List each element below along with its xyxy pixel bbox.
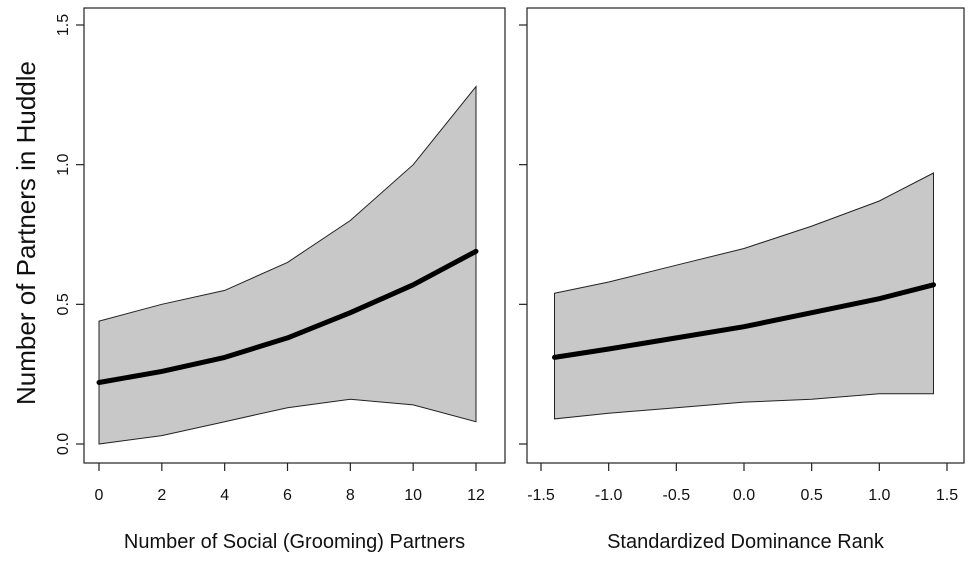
x-axis-title: Standardized Dominance Rank — [607, 531, 885, 553]
x-tick-label: 1.5 — [936, 487, 958, 504]
x-tick-label: 4 — [220, 487, 229, 504]
x-tick-label: 0.5 — [801, 487, 823, 504]
x-tick-label: -1.0 — [595, 487, 623, 504]
x-tick-label: 10 — [404, 487, 422, 504]
x-tick-label: 6 — [283, 487, 292, 504]
confidence-band — [98, 85, 477, 445]
x-tick-label: 0.0 — [733, 487, 755, 504]
x-axis-title: Number of Social (Grooming) Partners — [124, 531, 465, 553]
panel-dominance-rank: -1.5 -1.0 -0.5 0.0 0.5 1.0 1.5 Standardized Dom… — [519, 7, 965, 553]
y-tick-label: 0.0 — [55, 433, 72, 455]
x-tick-label: 1.0 — [868, 487, 890, 504]
confidence-band — [554, 172, 934, 420]
fitted-line — [96, 248, 479, 385]
y-tick-label: 1.5 — [55, 14, 72, 36]
x-tick-label: 2 — [157, 487, 166, 504]
x-tick-label: 12 — [467, 487, 485, 504]
panel-grooming-partners: 0 2 4 6 8 10 12 0.0 0.5 1.0 1.5 Number of Social (G… — [55, 7, 506, 553]
plot-frame — [526, 7, 965, 464]
x-tick-label: 0 — [95, 487, 104, 504]
x-tick-label: 8 — [346, 487, 355, 504]
fitted-line — [552, 282, 936, 360]
x-tick-label: -0.5 — [663, 487, 691, 504]
y-axis-title: Number of Partners in Huddle — [11, 61, 41, 405]
x-tick-label: -1.5 — [527, 487, 555, 504]
y-tick-label: 1.0 — [55, 153, 72, 175]
plot-frame — [83, 7, 506, 464]
y-tick-label: 0.5 — [55, 293, 72, 315]
